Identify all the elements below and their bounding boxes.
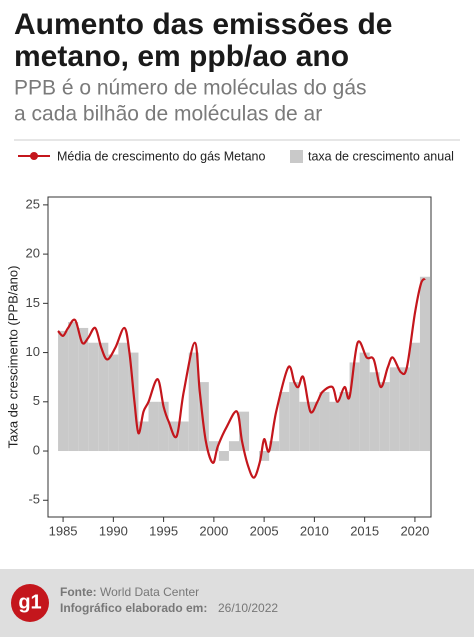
bar [329, 401, 340, 452]
line [57, 277, 426, 479]
bar [188, 352, 199, 452]
y-tick-label: 0 [33, 442, 40, 457]
footer-bg [0, 569, 474, 637]
y-tick-label: 15 [26, 295, 40, 310]
credit-label: Infográfico elaborado em: [60, 601, 207, 615]
bar [279, 391, 290, 452]
bar [108, 354, 119, 452]
bar [138, 421, 149, 452]
bar [299, 401, 310, 452]
x-tick-label: 2020 [400, 523, 429, 538]
title-line: metano, em ppb/ao ano [14, 40, 349, 73]
bar [319, 391, 330, 452]
y-tick-label: 10 [26, 344, 40, 359]
bar [148, 401, 159, 452]
subtitle-line: PPB é o número de moléculas do gás [14, 77, 367, 100]
bar [208, 441, 219, 452]
bar [58, 330, 69, 452]
title-line: Aumento das emissões de [14, 8, 392, 41]
bar [68, 322, 79, 452]
legend-dot [30, 152, 38, 160]
bar [409, 342, 420, 452]
bar [259, 451, 270, 461]
x-tick-label: 2010 [300, 523, 329, 538]
y-tick-label: 20 [26, 246, 40, 261]
plot-frame [47, 196, 432, 518]
bar [369, 372, 380, 452]
x-tick-label: 1985 [49, 523, 78, 538]
bar [228, 441, 239, 452]
x-tick-label: 2005 [250, 523, 279, 538]
bar [178, 421, 189, 452]
bar [379, 382, 390, 452]
bar [198, 382, 209, 452]
bar [158, 401, 169, 452]
bar [269, 441, 280, 452]
legend-label: Média de crescimento do gás Metano [57, 149, 265, 163]
legend-label: taxa de crescimento anual [308, 149, 454, 163]
bar [349, 362, 360, 452]
subtitle-line: a cada bilhão de moléculas de ar [14, 103, 322, 126]
bar [419, 276, 430, 452]
source-label: Fonte: [60, 585, 97, 599]
bar [238, 411, 250, 452]
y-tick-label: 5 [33, 393, 40, 408]
bar [118, 342, 129, 452]
credit: 26/10/2022 [218, 601, 278, 615]
x-tick-label: 2015 [350, 523, 379, 538]
bar [359, 352, 370, 452]
bar [218, 451, 229, 461]
legend-swatch [290, 150, 303, 163]
x-tick-label: 1995 [149, 523, 178, 538]
bar [78, 327, 89, 452]
x-tick-label: 1990 [99, 523, 128, 538]
bar [339, 391, 350, 452]
bar [289, 382, 300, 452]
y-axis-label: Taxa de crescimento (PPB/ano) [5, 266, 20, 449]
y-tick-label: -5 [28, 492, 40, 507]
bar [98, 342, 109, 452]
source: World Data Center [100, 585, 199, 599]
bar [88, 342, 99, 452]
logo: g1 [18, 591, 41, 613]
y-tick-label: 25 [26, 196, 40, 211]
x-tick-label: 2000 [199, 523, 228, 538]
bar [399, 367, 410, 452]
bar [309, 401, 320, 452]
logo-bg [11, 584, 49, 622]
bar [389, 367, 400, 452]
